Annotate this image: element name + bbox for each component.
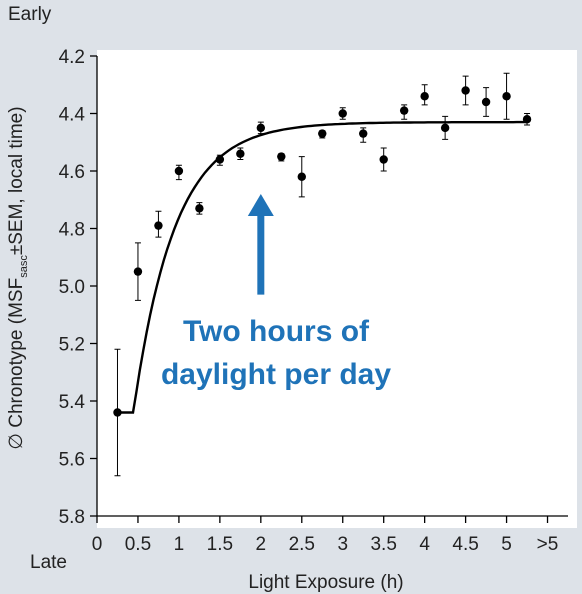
- data-point: [399, 104, 409, 120]
- data-marker: [236, 149, 245, 158]
- x-tick-label: 4.5: [452, 534, 478, 555]
- x-tick-label: 0.5: [125, 534, 151, 555]
- data-marker: [522, 115, 532, 124]
- data-marker: [297, 172, 306, 181]
- x-tick-label: 2: [256, 534, 267, 555]
- data-marker: [113, 408, 122, 417]
- data-point: [318, 129, 327, 139]
- y-top-label: Early: [8, 4, 52, 25]
- x-ticks: 0 0.5 1 1.5 2 2.5 3 3.5 4 4.5 5 >5: [92, 516, 559, 555]
- annotation-arrow-head: [247, 194, 274, 216]
- data-point: [359, 127, 368, 143]
- y-tick-label: 5.2: [59, 335, 85, 356]
- y-axis-label: ∅ Chronotype (MSFsasc±SEM, local time): [6, 106, 30, 449]
- data-point: [174, 164, 184, 181]
- y-tick-label: 5.6: [59, 450, 85, 471]
- x-axis-label: Light Exposure (h): [248, 572, 403, 593]
- data-marker: [215, 155, 225, 164]
- y-tick-label: 5.8: [59, 507, 85, 528]
- data-marker: [399, 106, 409, 115]
- x-tick-label: 2.5: [289, 534, 315, 555]
- y-tick-label: 4.6: [59, 162, 85, 183]
- data-point: [133, 242, 143, 301]
- y-tick-label: 5.4: [59, 392, 86, 413]
- plot-area: [97, 50, 577, 528]
- data-point: [256, 121, 266, 135]
- y-axis-label-prefix: ∅ Chronotype (MSF: [6, 278, 27, 450]
- x-tick-label: 0: [92, 534, 103, 555]
- data-marker: [174, 166, 184, 176]
- data-point: [379, 147, 388, 172]
- data-marker: [481, 97, 491, 107]
- x-tick-label: 1: [174, 534, 185, 555]
- fit-curve-group: [115, 120, 527, 414]
- data-point: [236, 147, 245, 160]
- data-marker: [440, 123, 450, 133]
- annotation-text-line: daylight per day: [161, 358, 391, 391]
- data-point: [522, 113, 532, 126]
- data-point: [420, 84, 429, 106]
- data-point: [195, 202, 204, 215]
- data-marker: [338, 109, 347, 118]
- y-ticks: 4.2 4.4 4.6 4.8 5.0 5.2 5.4 5.6 5.8: [59, 47, 97, 528]
- x-tick-label: 4: [419, 534, 430, 555]
- x-tick-label: 3.5: [370, 534, 396, 555]
- data-point: [113, 348, 122, 477]
- data-point: [440, 115, 450, 140]
- data-points: [113, 72, 532, 477]
- y-tick-label: 4.8: [59, 220, 85, 241]
- data-marker: [359, 129, 368, 138]
- data-marker: [195, 204, 204, 213]
- data-marker: [256, 123, 266, 133]
- data-marker: [154, 221, 163, 230]
- data-point: [461, 75, 470, 106]
- y-axis-label-subscript: sasc: [18, 255, 30, 278]
- y-bottom-label: Late: [30, 552, 67, 573]
- data-point: [481, 87, 491, 117]
- data-marker: [420, 92, 429, 101]
- data-point: [502, 72, 511, 120]
- data-point: [338, 107, 347, 120]
- x-tick-label: 1.5: [207, 534, 233, 555]
- x-tick-label: >5: [537, 534, 559, 555]
- data-point: [215, 154, 225, 166]
- data-marker: [133, 267, 143, 276]
- x-tick-label: 3: [337, 534, 348, 555]
- fit-curve: [115, 120, 527, 414]
- data-point: [154, 210, 163, 238]
- y-tick-label: 5.0: [59, 277, 85, 298]
- y-tick-label: 4.4: [59, 105, 86, 126]
- annotation-text-line: Two hours of: [183, 315, 370, 348]
- data-marker: [277, 152, 286, 161]
- data-marker: [318, 129, 327, 138]
- data-point: [297, 156, 306, 198]
- data-point: [277, 152, 286, 162]
- data-marker: [379, 155, 388, 164]
- x-tick-label: 5: [501, 534, 512, 555]
- y-axis-label-suffix: ±SEM, local time): [6, 106, 27, 255]
- data-marker: [461, 86, 470, 95]
- data-marker: [502, 92, 511, 101]
- y-tick-label: 4.2: [59, 47, 85, 68]
- annotation: Two hours of daylight per day: [161, 194, 391, 391]
